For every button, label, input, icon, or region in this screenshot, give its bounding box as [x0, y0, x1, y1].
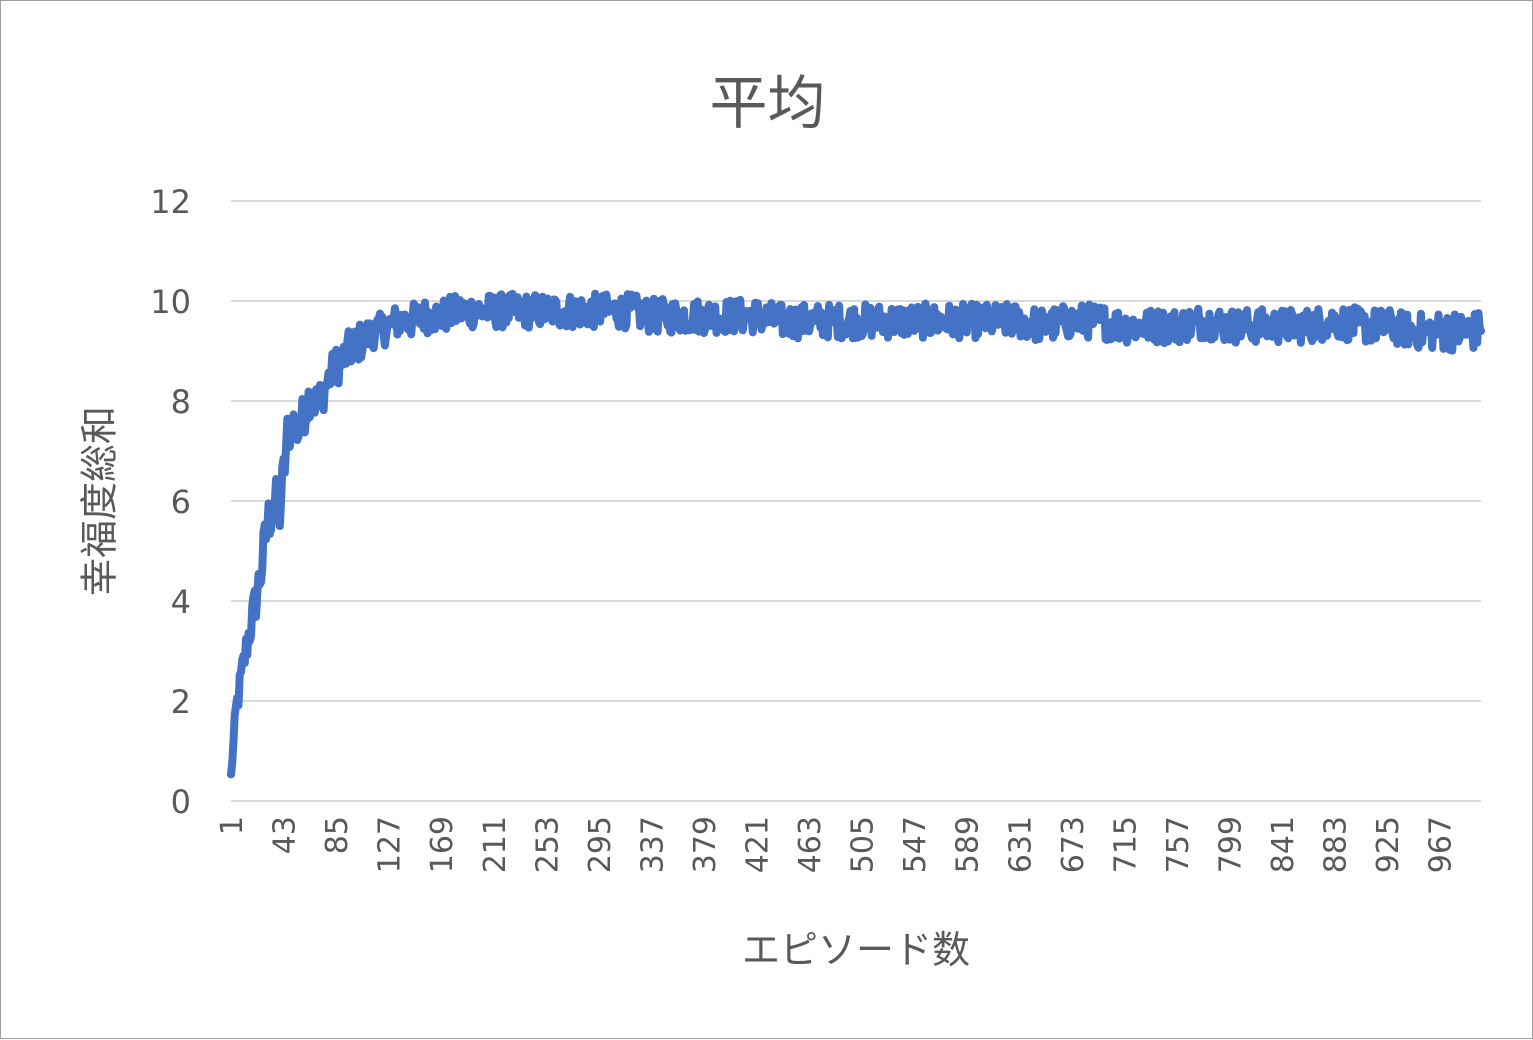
- y-tick-label: 12: [150, 183, 191, 221]
- chart-title: 平均: [709, 69, 826, 137]
- x-tick-label: 1: [215, 816, 250, 835]
- x-tick-label: 127: [373, 816, 408, 873]
- x-tick-label: 505: [846, 816, 881, 873]
- x-tick-label: 841: [1266, 816, 1301, 873]
- x-tick-label: 421: [741, 816, 776, 873]
- y-tick-label: 6: [171, 483, 191, 521]
- x-tick-label: 169: [425, 816, 460, 873]
- x-tick-label: 253: [530, 816, 565, 873]
- x-tick-label: 589: [951, 816, 986, 873]
- x-tick-label: 925: [1371, 816, 1406, 873]
- x-tick-label: 547: [898, 816, 933, 873]
- series-line: [227, 289, 1485, 779]
- y-tick-label: 2: [171, 683, 191, 721]
- series-layer: [227, 289, 1485, 779]
- x-tick-label: 715: [1108, 816, 1143, 873]
- x-tick-label: 85: [320, 816, 355, 854]
- x-tick-label: 757: [1161, 816, 1196, 873]
- x-tick-label: 295: [583, 816, 618, 873]
- y-tick-label: 10: [150, 283, 191, 321]
- y-tick-label: 4: [171, 583, 191, 621]
- x-tick-label: 883: [1319, 816, 1354, 873]
- x-tick-label: 967: [1424, 816, 1459, 873]
- y-tick-label: 8: [171, 383, 191, 421]
- x-axis-label: エピソード数: [741, 928, 971, 972]
- y-tick-label: 0: [171, 783, 191, 821]
- x-tick-label: 673: [1056, 816, 1091, 873]
- x-tick-label: 799: [1213, 816, 1248, 873]
- x-tick-label: 631: [1003, 816, 1038, 873]
- x-axis-ticks: 1 43 85 127 169 211 253 295 337 379 421 463 505 547 58…: [215, 816, 1459, 873]
- x-tick-label: 43: [268, 816, 303, 854]
- x-tick-label: 379: [688, 816, 723, 873]
- x-tick-label: 211: [478, 816, 513, 873]
- gridlines: [231, 200, 1481, 802]
- y-axis-ticks: 0 2 4 6 8 10 12: [150, 183, 191, 821]
- x-tick-label: 337: [635, 816, 670, 873]
- x-tick-label: 463: [793, 816, 828, 873]
